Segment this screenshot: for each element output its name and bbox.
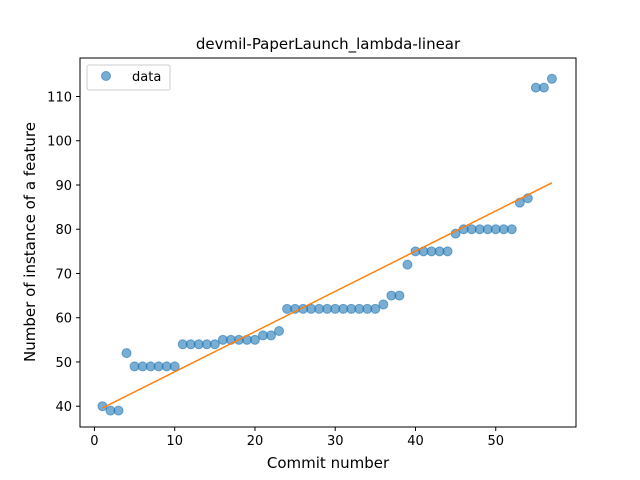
x-tick-label: 50 [487,434,504,449]
x-tick-label: 40 [407,434,424,449]
data-point [209,339,220,350]
data-point [113,405,124,416]
plot-area [97,73,557,416]
legend-marker [101,71,111,81]
y-tick-label: 50 [55,356,72,371]
data-point [169,361,180,372]
data-point [274,325,285,336]
y-tick-label: 80 [55,223,72,238]
y-axis: 40 50 60 70 80 90 100 110 [47,90,80,415]
x-tick-label: 30 [327,434,344,449]
data-point [442,246,453,257]
legend: data [86,64,171,91]
x-axis-title: Commit number [267,454,390,472]
plot-frame [79,57,577,428]
y-axis-title: Number of instance of a feature [21,122,39,362]
x-axis: 0 10 20 30 40 50 [90,427,504,449]
x-tick-label: 20 [247,434,264,449]
data-point [121,348,132,359]
y-tick-label: 40 [55,400,72,415]
y-tick-label: 70 [55,267,72,282]
x-tick-label: 10 [166,434,183,449]
data-point [402,259,413,270]
y-tick-label: 60 [55,312,72,327]
trend-line [102,182,553,409]
y-tick-label: 110 [47,90,72,105]
y-tick-label: 100 [47,135,72,150]
chart-title: devmil-PaperLaunch_lambda-linear [196,35,461,54]
data-point [249,334,260,345]
y-tick-label: 90 [55,179,72,194]
legend-label: data [132,70,161,85]
data-point [266,330,277,341]
data-point [546,73,557,84]
data-point [370,303,381,314]
data-point [394,290,405,301]
data-point [538,82,549,93]
data-point [506,224,517,235]
legend-box [86,64,171,91]
x-tick-label: 0 [90,434,98,449]
data-point [378,299,389,310]
